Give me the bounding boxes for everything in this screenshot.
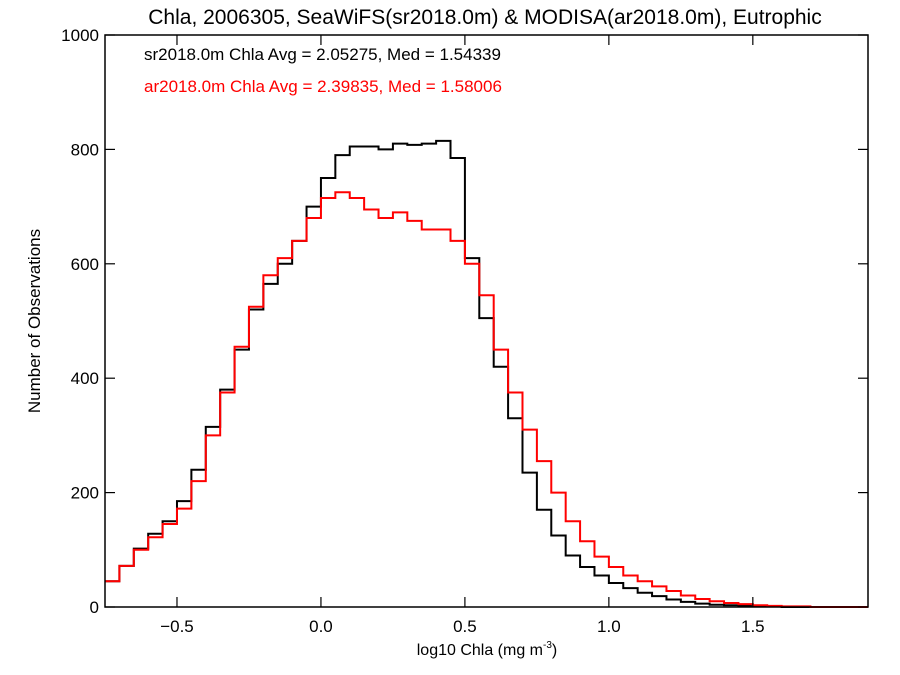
x-axis-label-main: log10 Chla (mg m (417, 642, 543, 659)
x-axis-label: log10 Chla (mg m-3) (417, 640, 558, 659)
x-tick-label: 0.0 (309, 617, 333, 636)
series-line-1 (105, 191, 868, 608)
y-tick-label: 0 (90, 598, 99, 617)
annotation-sr2018: sr2018.0m Chla Avg = 2.05275, Med = 1.54… (144, 45, 501, 64)
y-tick-label: 600 (71, 255, 99, 274)
y-tick-label: 1000 (61, 26, 99, 45)
x-tick-label: −0.5 (160, 617, 194, 636)
y-tick-label: 400 (71, 369, 99, 388)
ticks-layer: −0.5 0.0 0.5 1.0 1.5 0 200 400 600 800 1000 (61, 26, 868, 636)
x-tick-label: 1.0 (597, 617, 621, 636)
x-axis-label-close: ) (552, 642, 557, 659)
plot-frame (104, 34, 869, 608)
series-layer (105, 139, 868, 608)
x-tick-label: 1.5 (741, 617, 765, 636)
y-tick-label: 200 (71, 484, 99, 503)
x-tick-label: 0.5 (453, 617, 477, 636)
x-axis-label-superscript: -3 (543, 640, 552, 651)
y-tick-label: 800 (71, 140, 99, 159)
annotation-ar2018: ar2018.0m Chla Avg = 2.39835, Med = 1.58… (144, 77, 502, 96)
y-axis-label: Number of Observations (25, 229, 44, 413)
chart-title: Chla, 2006305, SeaWiFS(sr2018.0m) & MODI… (148, 6, 821, 29)
